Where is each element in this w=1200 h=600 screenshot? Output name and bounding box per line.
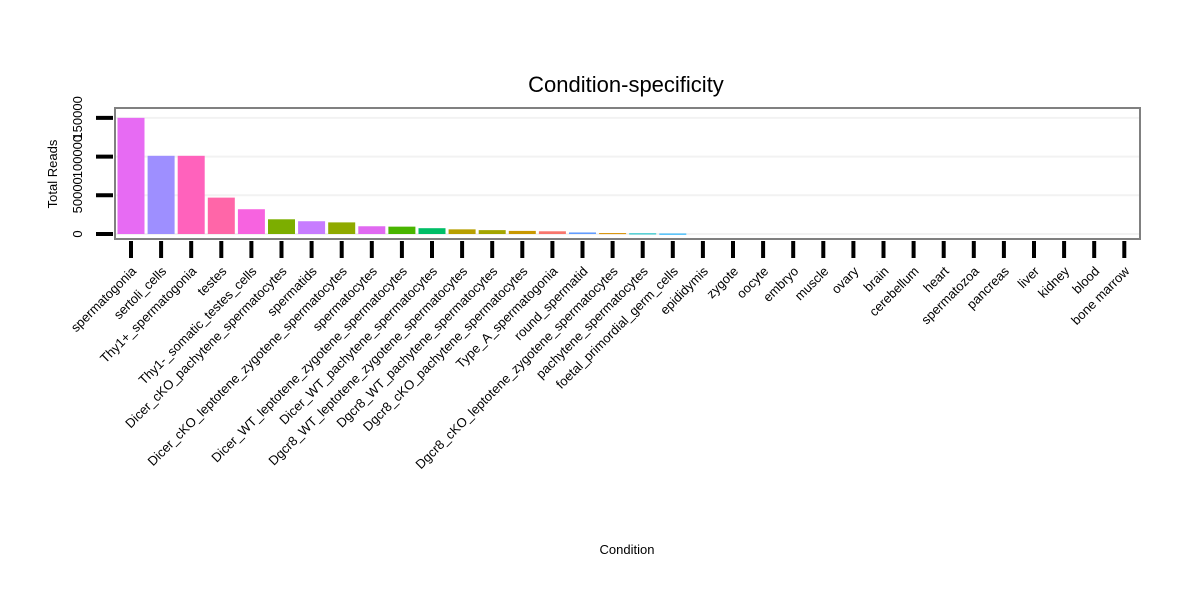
bar <box>298 221 326 234</box>
bars <box>117 117 687 235</box>
bar <box>388 226 416 234</box>
bar <box>569 232 596 234</box>
bar <box>508 230 536 234</box>
bar <box>659 233 687 235</box>
y-tick-label: 50000 <box>70 177 85 213</box>
bar <box>268 219 295 234</box>
bar <box>538 231 566 234</box>
bar <box>207 197 235 234</box>
chart-title: Condition-specificity <box>528 72 724 97</box>
bar <box>177 155 205 234</box>
y-axis-title: Total Reads <box>45 139 60 208</box>
bar <box>478 230 506 234</box>
bar <box>117 117 145 234</box>
y-tick-label: 150000 <box>70 96 85 139</box>
bar <box>629 233 657 235</box>
bar <box>237 209 265 234</box>
bar <box>328 222 356 234</box>
x-axis: spermatogoniasertoli_cellsThy1+_spermato… <box>68 241 1133 472</box>
y-tick-label: 0 <box>70 230 85 237</box>
plot-panel <box>114 107 1141 240</box>
x-axis-title: Condition <box>600 542 655 557</box>
y-tick-label: 100000 <box>70 135 85 178</box>
x-tick-label: muscle <box>792 264 832 304</box>
bar <box>448 229 476 234</box>
x-tick-label: ovary <box>828 263 861 296</box>
x-tick-label: kidney <box>1035 263 1073 301</box>
bar <box>147 155 175 234</box>
bar <box>358 226 386 234</box>
bar <box>418 228 446 234</box>
x-tick-label: zygote <box>703 264 741 302</box>
bar <box>599 233 627 235</box>
